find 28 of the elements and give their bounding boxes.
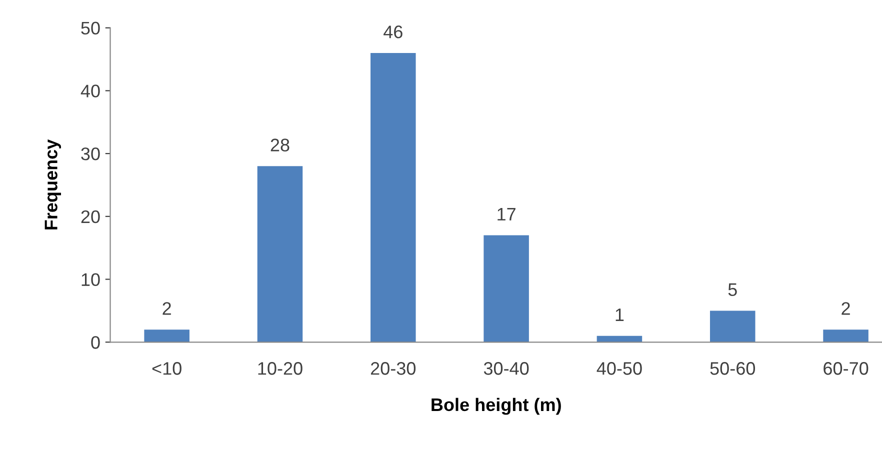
y-tick-label: 50 — [81, 22, 100, 35]
x-tick-label: 40-50 — [596, 362, 642, 375]
data-label: 2 — [842, 302, 850, 315]
bar — [144, 330, 190, 342]
bar — [823, 330, 868, 342]
y-tick-label: 30 — [81, 147, 100, 160]
bar — [710, 310, 756, 342]
y-tick-label: 20 — [81, 210, 100, 224]
bar — [484, 235, 529, 342]
data-label: 46 — [384, 26, 402, 38]
data-label: 28 — [270, 138, 290, 152]
x-tick-label: 20-30 — [370, 362, 416, 375]
y-tick-label: 40 — [80, 84, 100, 98]
data-label: 1 — [616, 308, 624, 321]
x-tick-label: 50-60 — [710, 362, 756, 375]
x-tick-label: 60-70 — [824, 362, 868, 375]
y-axis-title: Frequency — [44, 139, 61, 230]
bar — [370, 52, 416, 342]
y-tick-label: 10 — [82, 273, 100, 286]
x-tick-label: 10-20 — [258, 362, 302, 375]
x-tick-label: <10 — [152, 362, 182, 375]
data-label: 5 — [728, 283, 737, 296]
bar — [257, 166, 303, 342]
x-axis-title: Bole height (m) — [432, 398, 561, 415]
data-label: 17 — [498, 208, 516, 220]
data-label: 2 — [162, 302, 171, 315]
x-tick-label: 30-40 — [484, 362, 529, 375]
y-tick-label: 0 — [91, 336, 100, 349]
